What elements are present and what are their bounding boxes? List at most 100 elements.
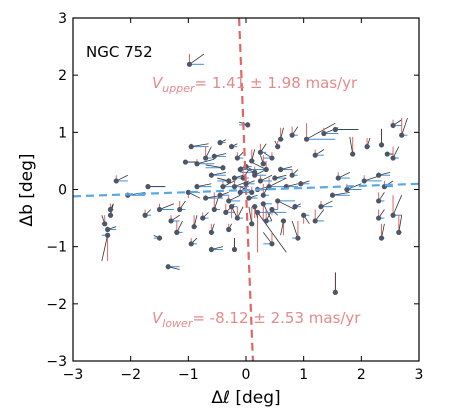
annotation-upper-symbol: V	[152, 74, 164, 92]
y-tick-label: 3	[58, 11, 67, 27]
data-point	[243, 181, 249, 187]
data-point	[156, 235, 163, 241]
pm-total-vector	[248, 206, 253, 224]
data-point	[275, 198, 281, 204]
data-point	[107, 206, 114, 213]
data-point	[200, 215, 206, 221]
data-point	[332, 289, 338, 295]
pm-total-vector	[205, 164, 223, 169]
pm-total-vector	[332, 191, 350, 196]
annotation-lower-subscript: lower	[162, 317, 194, 330]
annotation-upper-value: = 1.41 ± 1.98 mas/yr	[195, 74, 359, 92]
data-point	[312, 152, 318, 158]
data-point	[113, 178, 119, 184]
data-point	[376, 198, 382, 204]
pm-total-vector	[392, 195, 403, 216]
data-point	[260, 192, 266, 198]
data-point	[252, 169, 258, 175]
data-point	[278, 166, 284, 173]
y-tick-label: −3	[46, 354, 67, 370]
data-point	[156, 206, 163, 213]
annotation-upper: Vupper= 1.41 ± 1.98 mas/yr	[152, 74, 358, 95]
data-point	[231, 175, 238, 181]
data-point	[226, 178, 232, 184]
data-point	[263, 166, 269, 173]
data-point	[220, 165, 226, 171]
pm-total-vector	[268, 177, 287, 188]
y-tick-label: 1	[58, 125, 67, 141]
data-point	[234, 215, 240, 221]
data-point	[269, 155, 275, 161]
y-tick-label: −2	[46, 297, 67, 313]
x-tick-label: −2	[120, 367, 141, 383]
data-point	[223, 209, 229, 215]
data-point	[396, 229, 402, 235]
data-point	[165, 264, 171, 270]
data-point	[257, 178, 264, 184]
data-point	[102, 221, 108, 227]
data-point	[257, 149, 264, 155]
y-tick-label: 0	[58, 183, 67, 199]
data-point	[217, 192, 223, 198]
data-point	[364, 144, 370, 150]
x-tick-label: 1	[299, 367, 308, 383]
data-point	[245, 122, 251, 128]
data-point	[226, 226, 232, 233]
annotation-lower-symbol: V	[152, 309, 164, 327]
data-point	[384, 151, 390, 157]
data-point	[298, 181, 304, 187]
data-point	[399, 132, 405, 138]
data-point	[231, 246, 238, 253]
data-point	[237, 166, 243, 173]
data-point	[220, 184, 226, 190]
data-point	[188, 144, 194, 150]
data-point	[260, 201, 266, 207]
y-tick-label: 2	[58, 68, 67, 84]
pm-total-vector	[349, 136, 354, 155]
data-point	[228, 204, 235, 210]
data-point	[278, 136, 284, 142]
data-point	[289, 132, 295, 138]
x-tick-label: 3	[415, 367, 424, 383]
data-point	[226, 198, 232, 204]
pm-total-vector	[196, 158, 215, 165]
data-point	[194, 161, 200, 167]
pm-total-vector	[401, 117, 408, 136]
y-axis-label: Δb [deg]	[17, 153, 37, 226]
data-point	[191, 224, 197, 230]
x-tick-label: 2	[357, 367, 366, 383]
pm-total-vector	[277, 200, 296, 210]
x-tick-label: −3	[63, 367, 84, 383]
data-point	[312, 218, 318, 224]
data-point	[332, 126, 338, 133]
data-point	[390, 155, 396, 161]
annotation-lower: Vlower= -8.12 ± 2.53 mas/yr	[152, 309, 361, 330]
annotation-lower-value: = -8.12 ± 2.53 mas/yr	[192, 309, 361, 327]
data-point	[174, 229, 180, 235]
data-point	[211, 206, 217, 213]
data-point	[292, 204, 298, 210]
x-axis: −3 −2 −1 0 1 2 3	[63, 18, 424, 383]
x-tick-label: 0	[242, 367, 251, 383]
data-point	[186, 61, 193, 67]
data-point	[303, 136, 310, 142]
data-point	[105, 232, 111, 238]
data-point	[289, 172, 295, 178]
data-point	[390, 212, 396, 218]
data-point	[260, 161, 266, 167]
pm-total-vector	[101, 235, 108, 262]
data-point	[237, 189, 243, 195]
data-point	[203, 195, 209, 201]
pm-total-vector	[191, 143, 209, 148]
data-point	[228, 144, 235, 150]
data-point	[254, 209, 261, 215]
data-point	[249, 221, 255, 227]
data-point	[249, 158, 255, 164]
data-point	[231, 184, 238, 190]
data-point	[177, 206, 183, 213]
data-point	[295, 235, 301, 241]
data-point	[321, 130, 327, 137]
data-point	[329, 192, 336, 198]
fit-line-l	[73, 182, 419, 198]
